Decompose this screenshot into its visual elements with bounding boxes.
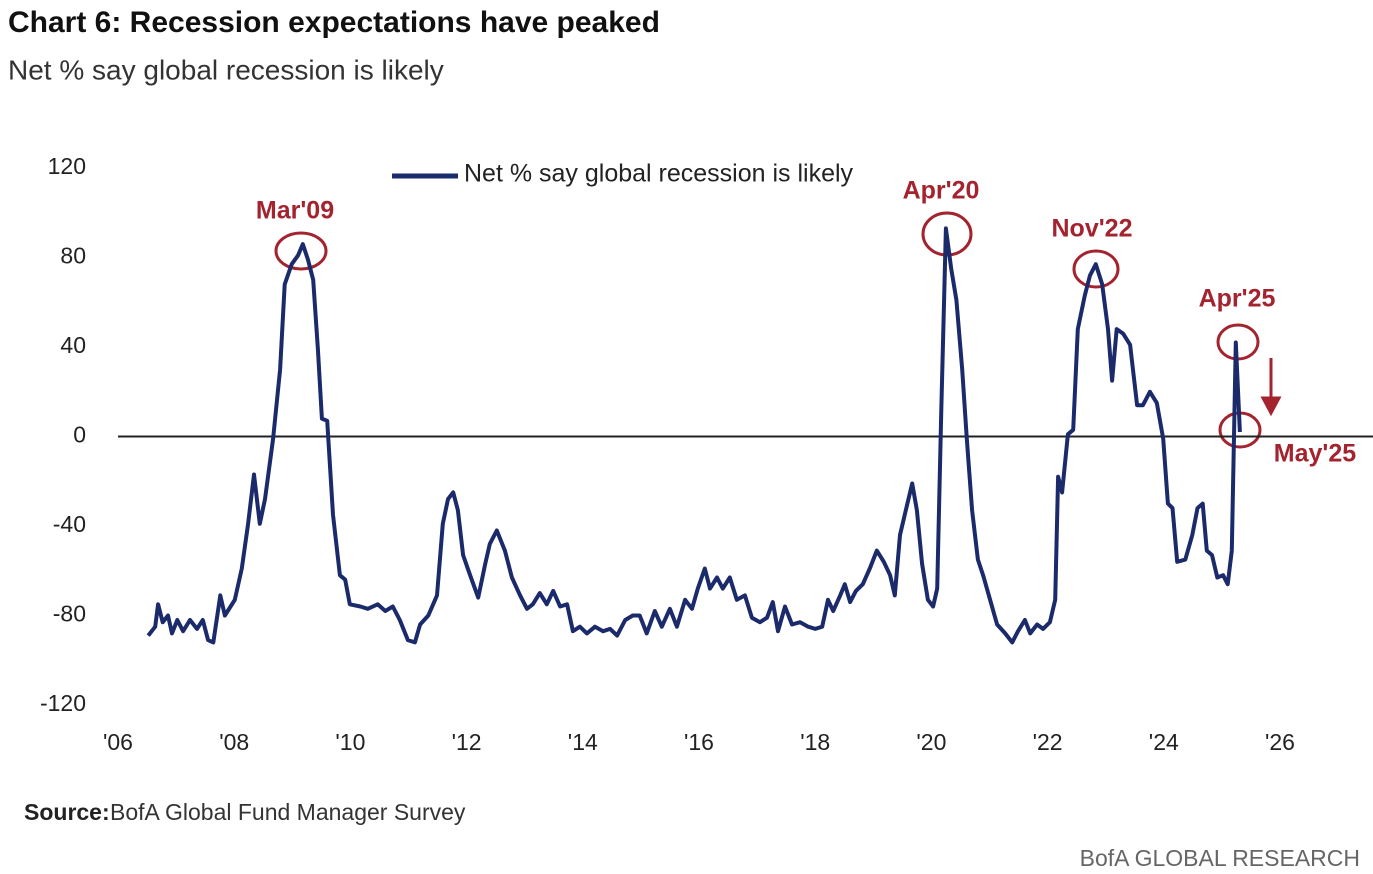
y-tick-label: -120 [40, 690, 86, 716]
chart-subtitle: Net % say global recession is likely [8, 54, 444, 85]
y-tick-label: 0 [73, 422, 86, 448]
x-tick-label: '24 [1149, 729, 1179, 755]
branding: BofA GLOBAL RESEARCH [1080, 845, 1360, 871]
annotation-shapes [274, 211, 1282, 449]
source-label: Source: [24, 799, 110, 825]
series-line [146, 226, 1242, 645]
annotation-circle [274, 231, 328, 271]
chart-title: Chart 6: Recession expectations have pea… [8, 6, 660, 39]
annotation-arrowhead [1260, 396, 1282, 417]
x-tick-label: '16 [684, 729, 714, 755]
legend-label: Net % say global recession is likely [464, 160, 854, 188]
y-tick-label: 40 [60, 332, 86, 358]
x-tick-label: '10 [335, 729, 365, 755]
y-tick-label: -40 [53, 511, 86, 537]
source: BofA Global Fund Manager Survey [110, 799, 466, 825]
x-tick-label: '18 [800, 729, 830, 755]
annotation: Apr'25 [1199, 285, 1276, 313]
x-tick-label: '22 [1033, 729, 1063, 755]
y-tick-label: 80 [60, 243, 86, 269]
annotation: May'25 [1274, 440, 1356, 468]
annotation: Nov'22 [1052, 215, 1133, 243]
x-tick-label: '12 [452, 729, 482, 755]
annotation: Mar'09 [256, 197, 334, 225]
annotation-circle [1072, 249, 1120, 289]
x-tick-label: '06 [103, 729, 133, 755]
y-tick-label: -80 [53, 601, 86, 627]
x-tick-label: '14 [568, 729, 598, 755]
x-tick-label: '20 [916, 729, 946, 755]
x-tick-label: '08 [219, 729, 249, 755]
x-tick-label: '26 [1265, 729, 1295, 755]
annotation: Apr'20 [903, 177, 980, 205]
y-tick-label: 120 [48, 153, 86, 179]
